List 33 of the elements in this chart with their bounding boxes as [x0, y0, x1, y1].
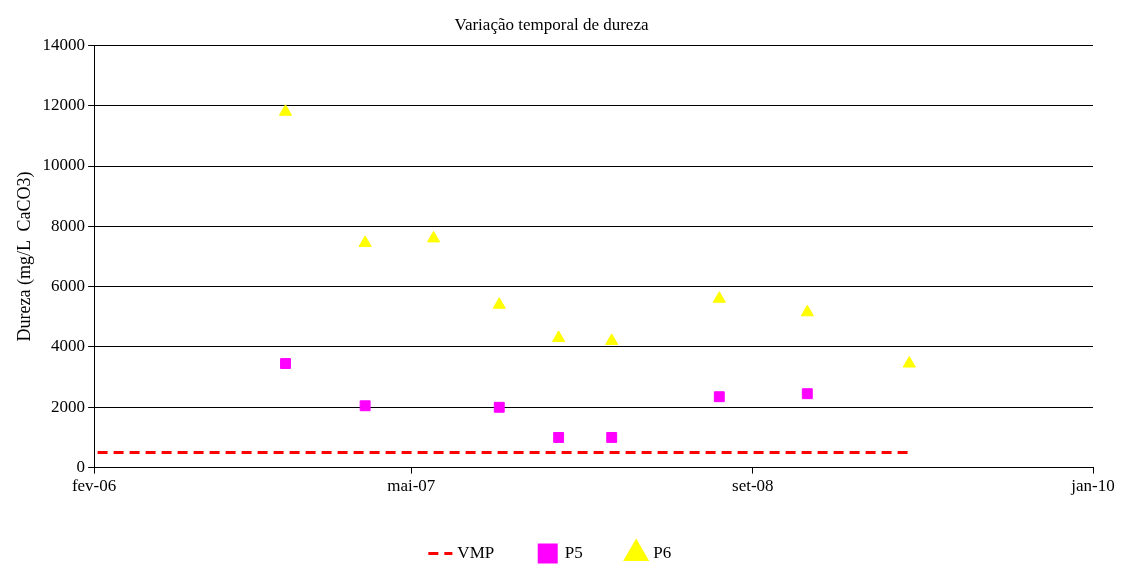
- point: [801, 388, 813, 400]
- point: [552, 330, 566, 342]
- y-tick-label: 6000: [51, 276, 86, 296]
- point: [902, 356, 916, 368]
- point: [278, 104, 293, 116]
- point: [606, 431, 618, 443]
- point: [712, 291, 726, 303]
- point: [605, 333, 619, 345]
- y-axis-title: Dureza (mg/L CaCO3): [13, 171, 35, 342]
- legend-label: P5: [564, 542, 583, 562]
- y-tick-label: 10000: [42, 155, 86, 175]
- y-tick-label: 2000: [51, 396, 86, 416]
- point: [800, 304, 814, 317]
- point: [713, 391, 725, 403]
- y-tick-label: 8000: [51, 215, 86, 235]
- legend-label: P6: [653, 542, 672, 562]
- point: [427, 230, 441, 243]
- point: [492, 297, 506, 309]
- x-tick-label: jan-10: [1070, 476, 1115, 496]
- y-tick-label: 4000: [51, 336, 86, 356]
- point: [358, 235, 372, 247]
- y-tick-label: 14000: [42, 34, 86, 54]
- x-tick-label: fev-06: [71, 476, 117, 496]
- point: [553, 431, 565, 443]
- chart-title: Variação temporal de dureza: [454, 14, 649, 34]
- point: [493, 401, 505, 413]
- legend-label: VMP: [457, 542, 495, 562]
- point: [280, 358, 291, 370]
- x-tick-label: mai-07: [387, 476, 436, 496]
- y-tick-label: 12000: [42, 95, 86, 115]
- y-tick-label: 0: [76, 457, 86, 477]
- x-tick-label: set-08: [732, 476, 774, 496]
- point: [359, 400, 371, 412]
